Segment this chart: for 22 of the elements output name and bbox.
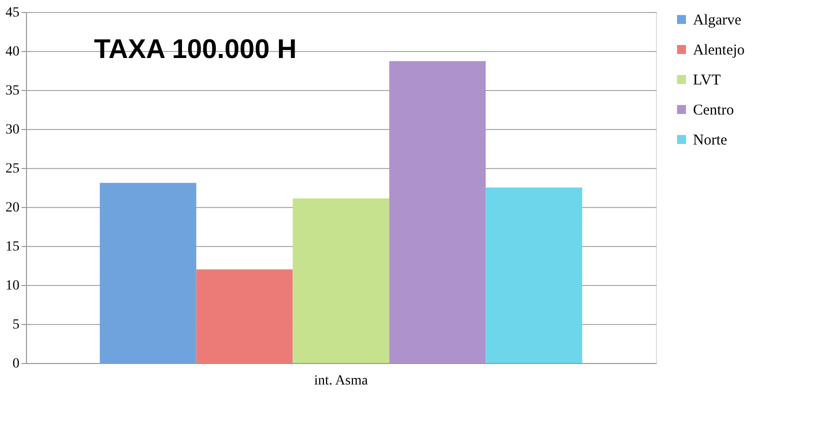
y-tick-label: 0 (12, 356, 20, 372)
bar (196, 269, 293, 363)
y-tick-label: 40 (6, 44, 20, 60)
legend-label: Algarve (693, 12, 742, 28)
y-tick-label: 25 (6, 162, 20, 176)
y-tick-label: 20 (6, 200, 20, 216)
legend-label: Alentejo (693, 42, 745, 58)
legend-label: LVT (693, 72, 721, 88)
text: TAXA 100.000 H (94, 34, 297, 64)
bar (486, 188, 582, 363)
y-tick-label: 5 (12, 318, 20, 332)
y-tick-label: 10 (6, 278, 20, 294)
x-tick-label: int. Asma (314, 374, 369, 388)
y-tick-label: 15 (6, 240, 20, 254)
y-tick-label: 35 (6, 84, 20, 98)
bar (100, 182, 196, 363)
legend-label: Norte (693, 132, 728, 148)
y-tick-label: 45 (6, 6, 20, 20)
bar (292, 198, 390, 363)
legend-label: Centro (693, 102, 734, 118)
bar (389, 61, 486, 363)
y-tick-label: 30 (6, 122, 20, 138)
